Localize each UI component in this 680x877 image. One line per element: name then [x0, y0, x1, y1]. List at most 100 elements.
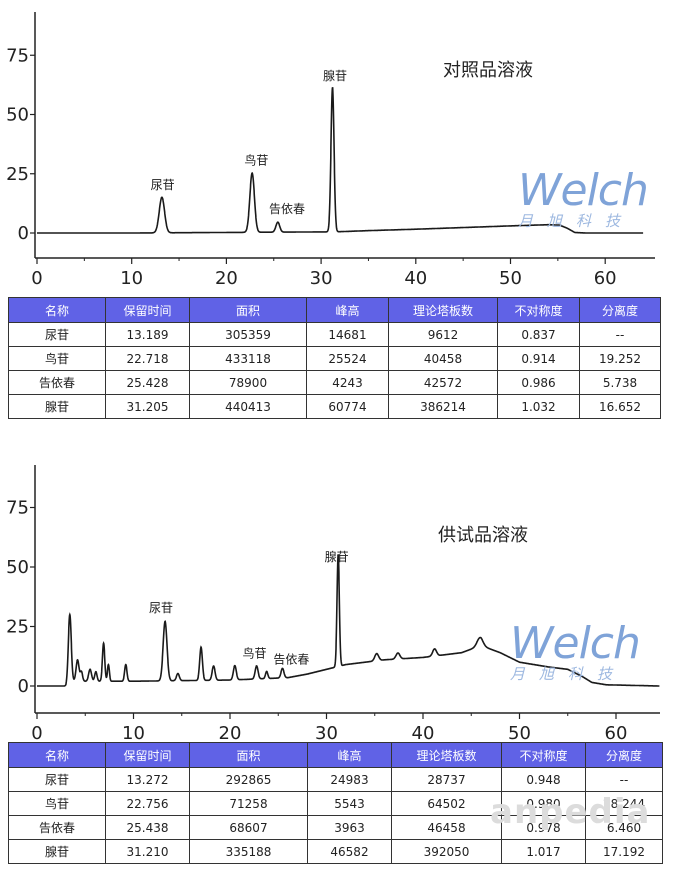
- y-tick-label: 25: [6, 617, 29, 638]
- anpedia-watermark: anpedia: [490, 792, 651, 832]
- x-tick-label: 60: [594, 268, 617, 289]
- y-tick-label: 50: [6, 105, 29, 126]
- table-cell: 9612: [388, 322, 498, 347]
- table-cell: 3963: [307, 815, 392, 840]
- table-header-row: 名称 保留时间 面积 峰高 理论塔板数 不对称度 分离度: [8, 742, 663, 768]
- chart-title: 对照品溶液: [443, 60, 533, 81]
- table-row: 尿苷 13.272 292865 24983 28737 0.948 --: [8, 767, 663, 792]
- table-cell: --: [579, 322, 661, 347]
- y-tick-label: 0: [18, 676, 29, 697]
- chart-title: 供试品溶液: [438, 525, 528, 546]
- table-cell: 28737: [391, 767, 502, 792]
- table-cell: 433118: [189, 346, 307, 371]
- table-row: 尿苷 13.189 305359 14681 9612 0.837 --: [8, 322, 661, 347]
- table-cell: --: [585, 767, 663, 792]
- y-tick-label: 75: [6, 498, 29, 519]
- table-cell: 鸟苷: [8, 346, 106, 371]
- table-row: 告依春 25.438 68607 3963 46458 0.978 6.460: [8, 815, 663, 840]
- table-row: 告依春 25.428 78900 4243 42572 0.986 5.738: [8, 370, 661, 395]
- table-cell: 386214: [388, 394, 498, 419]
- table-row: 腺苷 31.210 335188 46582 392050 1.017 17.192: [8, 839, 663, 864]
- table-cell: 392050: [391, 839, 502, 864]
- welch-logo-text: Welch: [518, 165, 649, 216]
- table-cell: 71258: [189, 791, 308, 816]
- welch-logo-subtitle: 月旭科技: [518, 212, 635, 230]
- column-header: 面积: [189, 742, 308, 768]
- x-tick-label: 60: [605, 723, 628, 740]
- table-row: 腺苷 31.205 440413 60774 386214 1.032 16.652: [8, 394, 661, 419]
- table-cell: 0.837: [497, 322, 580, 347]
- table-cell: 5543: [307, 791, 392, 816]
- table-cell: 440413: [189, 394, 307, 419]
- column-header: 名称: [8, 297, 106, 323]
- table-cell: 78900: [189, 370, 307, 395]
- table-cell: 1.032: [497, 394, 580, 419]
- table-cell: 305359: [189, 322, 307, 347]
- y-tick-label: 75: [6, 45, 29, 66]
- table-cell: 31.205: [105, 394, 190, 419]
- column-header: 保留时间: [105, 297, 190, 323]
- table-cell: 292865: [189, 767, 308, 792]
- table-cell: 13.272: [105, 767, 190, 792]
- x-tick-label: 50: [499, 268, 522, 289]
- table-cell: 16.652: [579, 394, 661, 419]
- x-tick-label: 0: [31, 723, 42, 740]
- x-tick-label: 0: [31, 268, 42, 289]
- x-tick-label: 50: [508, 723, 531, 740]
- table-cell: 335188: [189, 839, 308, 864]
- y-tick-label: 0: [18, 223, 29, 244]
- table-cell: 腺苷: [8, 839, 106, 864]
- table-cell: 46458: [391, 815, 502, 840]
- peak-label: 尿苷: [149, 601, 173, 615]
- table-header-row: 名称 保留时间 面积 峰高 理论塔板数 不对称度 分离度: [8, 297, 661, 323]
- x-tick-label: 40: [412, 723, 435, 740]
- table-cell: 31.210: [105, 839, 190, 864]
- table-cell: 42572: [388, 370, 498, 395]
- column-header: 不对称度: [497, 297, 580, 323]
- chromatogram-trace: [37, 87, 644, 234]
- peak-label: 鸟苷: [243, 645, 267, 660]
- table-cell: 40458: [388, 346, 498, 371]
- column-header: 峰高: [306, 297, 389, 323]
- x-tick-label: 20: [215, 268, 238, 289]
- welch-logo: Welch 月旭科技: [518, 165, 649, 231]
- table-cell: 0.986: [497, 370, 580, 395]
- table-cell: 13.189: [105, 322, 190, 347]
- chromatogram-trace: [37, 554, 660, 687]
- table-cell: 24983: [307, 767, 392, 792]
- table-cell: 告依春: [8, 815, 106, 840]
- y-tick-label: 25: [6, 164, 29, 185]
- welch-logo-subtitle-2: 月旭科技: [510, 665, 627, 683]
- table-cell: 25524: [306, 346, 389, 371]
- column-header: 保留时间: [105, 742, 190, 768]
- table-cell: 腺苷: [8, 394, 106, 419]
- peak-label: 尿苷: [151, 178, 175, 192]
- column-header: 分离度: [585, 742, 663, 768]
- column-header: 分离度: [579, 297, 661, 323]
- table-cell: 28.244: [585, 791, 663, 816]
- results-table-sample: 名称 保留时间 面积 峰高 理论塔板数 不对称度 分离度 尿苷 13.272 292865 249…: [8, 742, 663, 864]
- table-cell: 64502: [391, 791, 502, 816]
- table-row: 鸟苷 22.718 433118 25524 40458 0.914 19.252: [8, 346, 661, 371]
- column-header: 名称: [8, 742, 106, 768]
- table-cell: 尿苷: [8, 322, 106, 347]
- table-cell: 0.914: [497, 346, 580, 371]
- column-header: 理论塔板数: [388, 297, 498, 323]
- table-cell: 尿苷: [8, 767, 106, 792]
- x-tick-label: 30: [315, 723, 338, 740]
- table-cell: 22.756: [105, 791, 190, 816]
- table-cell: 60774: [306, 394, 389, 419]
- peak-label: 告依春: [269, 201, 305, 216]
- peak-label: 腺苷: [323, 69, 347, 83]
- peak-label: 鸟苷: [244, 152, 268, 167]
- column-header: 面积: [189, 297, 307, 323]
- x-tick-label: 40: [404, 268, 427, 289]
- table-cell: 25.428: [105, 370, 190, 395]
- table-cell: 17.192: [585, 839, 663, 864]
- table-cell: 6.460: [585, 815, 663, 840]
- column-header: 理论塔板数: [391, 742, 502, 768]
- table-cell: 告依春: [8, 370, 106, 395]
- table-cell: 4243: [306, 370, 389, 395]
